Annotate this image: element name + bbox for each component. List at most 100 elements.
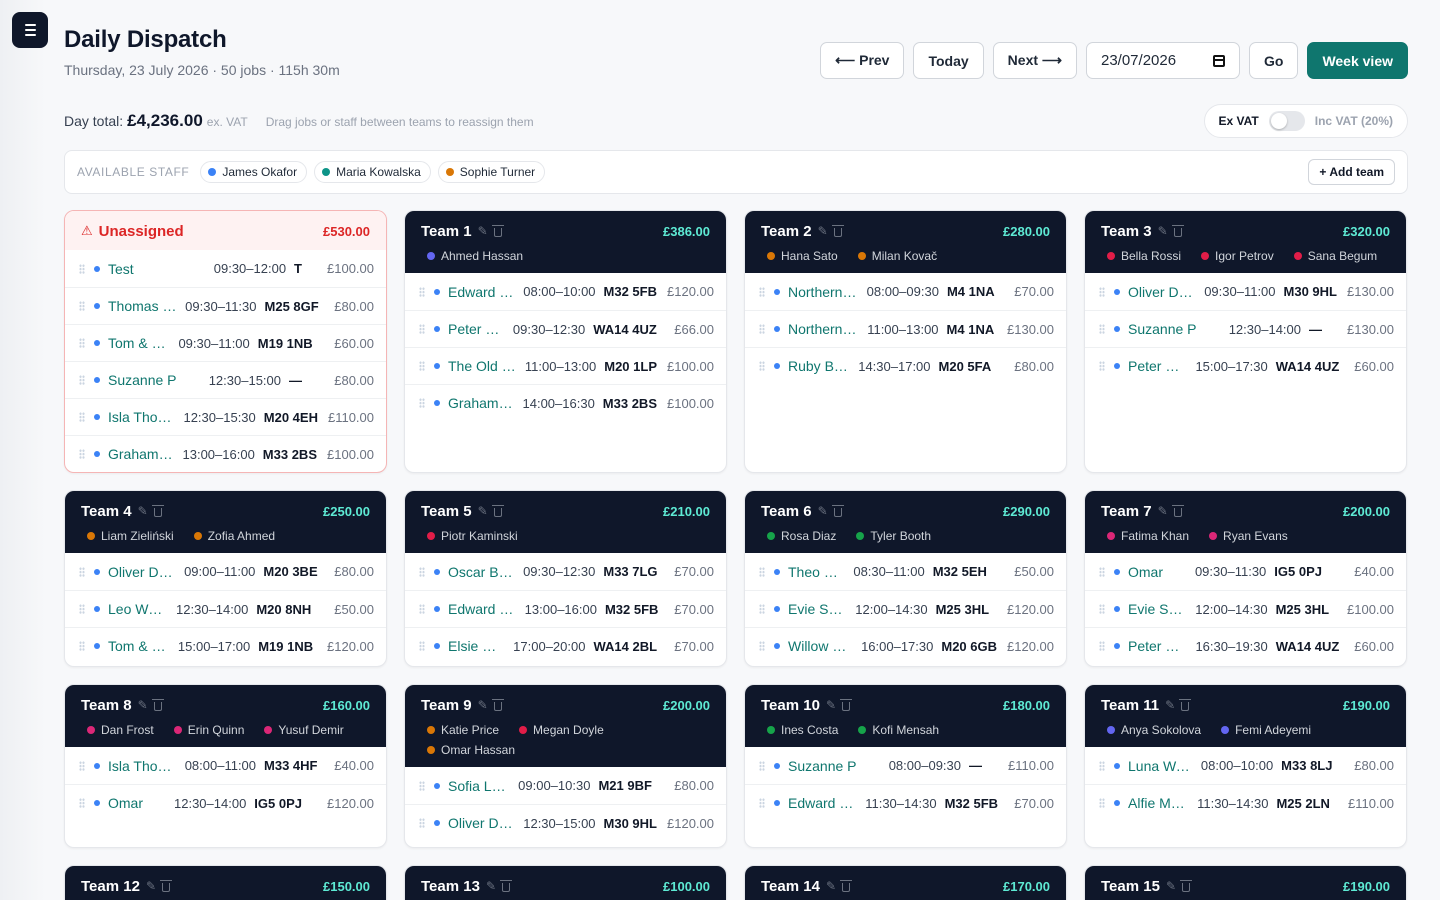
- team-member[interactable]: Yusuf Demir: [264, 723, 344, 737]
- drag-handle-icon[interactable]: [1099, 760, 1105, 771]
- team-member[interactable]: Rosa Diaz: [767, 529, 836, 543]
- team-member[interactable]: Tyler Booth: [856, 529, 931, 543]
- team-member[interactable]: Anya Sokolova: [1107, 723, 1201, 737]
- team-member[interactable]: Omar Hassan: [427, 743, 515, 757]
- job-row[interactable]: Test 09:30–12:00 T £100.00: [65, 250, 386, 287]
- job-name[interactable]: Suzanne P: [788, 757, 857, 774]
- job-name[interactable]: Leo Woods: [108, 601, 168, 617]
- team-member[interactable]: Megan Doyle: [519, 723, 604, 737]
- team-member[interactable]: Ahmed Hassan: [427, 249, 523, 263]
- trash-icon[interactable]: [491, 225, 504, 237]
- edit-icon[interactable]: ✎: [477, 224, 488, 238]
- job-name[interactable]: Oliver Dawson: [1128, 283, 1197, 300]
- go-button[interactable]: Go: [1248, 42, 1299, 79]
- trash-icon[interactable]: [160, 880, 172, 892]
- prev-button[interactable]: ⟵ Prev: [820, 42, 905, 79]
- team-member[interactable]: Igor Petrov: [1201, 249, 1274, 263]
- team-member[interactable]: Liam Zieliński: [87, 529, 174, 543]
- job-name[interactable]: Omar: [1128, 563, 1163, 580]
- job-name[interactable]: Edward Collins: [788, 795, 858, 811]
- drag-handle-icon[interactable]: [1099, 361, 1105, 371]
- job-name[interactable]: Test: [108, 260, 134, 277]
- job-row[interactable]: Sofia Lopez 09:00–10:30 M21 9BF £80.00: [405, 767, 726, 804]
- drag-handle-icon[interactable]: [1099, 798, 1105, 808]
- drag-handle-icon[interactable]: [79, 263, 85, 274]
- menu-button[interactable]: [12, 12, 48, 48]
- trash-icon[interactable]: [151, 699, 164, 711]
- drag-handle-icon[interactable]: [419, 818, 425, 828]
- team-member[interactable]: Fatima Khan: [1107, 529, 1189, 543]
- job-row[interactable]: Edward Collins 11:30–14:30 M32 5FB £70.00: [745, 784, 1066, 821]
- trash-icon[interactable]: [1171, 225, 1184, 237]
- job-row[interactable]: Tom & Priya 09:30–11:00 M19 1NB £60.00: [65, 324, 386, 361]
- drag-handle-icon[interactable]: [419, 566, 425, 577]
- job-name[interactable]: Theo Hart: [788, 563, 846, 580]
- job-name[interactable]: Ruby Baker: [788, 358, 850, 374]
- drag-handle-icon[interactable]: [759, 604, 765, 614]
- job-row[interactable]: Peter & Anne 16:30–19:30 WA14 4UZ £60.00: [1085, 627, 1406, 664]
- job-name[interactable]: Peter & Anne: [1128, 638, 1188, 654]
- edit-icon[interactable]: ✎: [1165, 879, 1176, 893]
- job-row[interactable]: The Old Rectory 11:00–13:00 M20 1LP £100.00: [405, 347, 726, 384]
- job-row[interactable]: Omar 09:30–11:30 IG5 0PJ £40.00: [1085, 553, 1406, 590]
- edit-icon[interactable]: ✎: [137, 698, 148, 712]
- job-row[interactable]: Isla Thompson 08:00–11:00 M33 4HF £40.00: [65, 747, 386, 784]
- job-name[interactable]: Thomas Wright: [108, 298, 177, 314]
- week-view-button[interactable]: Week view: [1307, 42, 1408, 79]
- job-row[interactable]: Evie Smith 12:00–14:30 M25 3HL £100.00: [1085, 590, 1406, 627]
- job-row[interactable]: Peter Jones 09:30–12:30 WA14 4UZ £66.00: [405, 310, 726, 347]
- job-name[interactable]: Graham Hughes: [108, 446, 175, 462]
- drag-handle-icon[interactable]: [1099, 641, 1105, 651]
- job-row[interactable]: Suzanne P 12:30–14:00 — £130.00: [1085, 310, 1406, 347]
- drag-handle-icon[interactable]: [759, 641, 765, 651]
- job-name[interactable]: Graham Hughes: [448, 395, 515, 411]
- drag-handle-icon[interactable]: [759, 566, 765, 577]
- job-name[interactable]: The Old Rectory: [448, 358, 517, 374]
- drag-handle-icon[interactable]: [79, 641, 85, 651]
- drag-handle-icon[interactable]: [1099, 604, 1105, 614]
- drag-handle-icon[interactable]: [79, 798, 85, 808]
- job-row[interactable]: Northern Lofts 08:00–09:30 M4 1NA £70.00: [745, 273, 1066, 310]
- drag-handle-icon[interactable]: [1099, 324, 1105, 334]
- job-name[interactable]: Alfie Marsh: [1128, 795, 1189, 811]
- staff-chip[interactable]: James Okafor: [200, 161, 308, 183]
- edit-icon[interactable]: ✎: [817, 504, 828, 518]
- job-row[interactable]: Omar 12:30–14:00 IG5 0PJ £120.00: [65, 784, 386, 821]
- drag-handle-icon[interactable]: [79, 412, 85, 422]
- job-name[interactable]: Peter & Anne: [1128, 358, 1188, 374]
- edit-icon[interactable]: ✎: [145, 879, 156, 893]
- team-member[interactable]: Zofia Ahmed: [193, 529, 275, 543]
- drag-handle-icon[interactable]: [419, 780, 425, 791]
- job-row[interactable]: Evie Smith 12:00–14:30 M25 3HL £120.00: [745, 590, 1066, 627]
- team-member[interactable]: Erin Quinn: [173, 723, 244, 737]
- edit-icon[interactable]: ✎: [1165, 698, 1176, 712]
- drag-handle-icon[interactable]: [759, 760, 765, 771]
- drag-handle-icon[interactable]: [79, 301, 85, 311]
- trash-icon[interactable]: [491, 505, 504, 517]
- team-member[interactable]: Ines Costa: [767, 723, 838, 737]
- team-member[interactable]: Femi Adeyemi: [1221, 723, 1311, 737]
- job-row[interactable]: Edward Collins 13:00–16:00 M32 5FB £70.00: [405, 590, 726, 627]
- drag-handle-icon[interactable]: [79, 449, 85, 459]
- job-row[interactable]: Oliver Dawson 12:30–15:00 M30 9HL £120.00: [405, 804, 726, 841]
- job-row[interactable]: Suzanne P 12:30–15:00 — £80.00: [65, 361, 386, 398]
- trash-icon[interactable]: [831, 225, 844, 237]
- job-name[interactable]: Isla Thompson: [108, 757, 177, 774]
- staff-chip[interactable]: Sophie Turner: [437, 161, 546, 183]
- job-name[interactable]: Willow Grange: [788, 638, 853, 654]
- team-member[interactable]: Piotr Kaminski: [427, 529, 518, 543]
- edit-icon[interactable]: ✎: [1157, 504, 1168, 518]
- job-name[interactable]: Oscar Bennett: [448, 563, 515, 580]
- edit-icon[interactable]: ✎: [825, 698, 836, 712]
- job-row[interactable]: Elsie Parker 17:00–20:00 WA14 2BL £70.00: [405, 627, 726, 664]
- edit-icon[interactable]: ✎: [825, 879, 836, 893]
- team-member[interactable]: Hana Sato: [767, 249, 838, 263]
- job-row[interactable]: Graham Hughes 14:00–16:30 M33 2BS £100.00: [405, 384, 726, 421]
- job-name[interactable]: Luna Walker: [1128, 757, 1193, 774]
- drag-handle-icon[interactable]: [759, 361, 765, 371]
- job-row[interactable]: Luna Walker 08:00–10:00 M33 8LJ £80.00: [1085, 747, 1406, 784]
- job-name[interactable]: Evie Smith: [788, 601, 848, 617]
- staff-chip[interactable]: Maria Kowalska: [314, 161, 431, 183]
- job-name[interactable]: Suzanne P: [108, 372, 177, 388]
- vat-toggle[interactable]: [1268, 111, 1305, 131]
